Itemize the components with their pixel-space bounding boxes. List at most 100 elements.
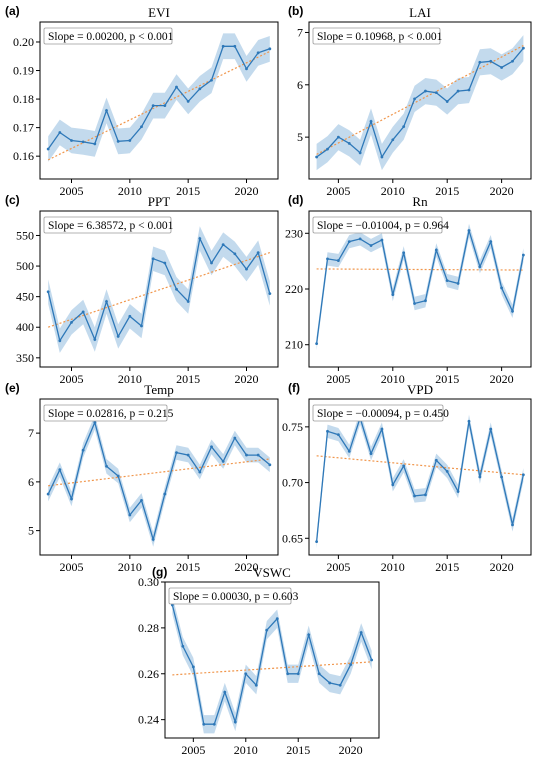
x-tick-label: 2015 (435, 372, 459, 386)
data-point (93, 421, 97, 424)
plot-frame (164, 581, 380, 739)
data-point (307, 633, 311, 637)
x-tick-label: 2015 (286, 743, 310, 757)
x-tick-label: 2020 (235, 372, 259, 386)
y-tick-label: 7 (297, 25, 303, 39)
data-point (151, 538, 155, 541)
confidence-band (316, 223, 524, 351)
confidence-band (316, 35, 524, 171)
trend-line (316, 45, 524, 155)
slope-annotation-box (312, 216, 443, 234)
data-point (434, 248, 438, 252)
y-tick-label: 5 (28, 524, 34, 538)
data-point (233, 252, 237, 256)
data-point (245, 67, 248, 71)
data-point (349, 663, 353, 666)
data-point (268, 292, 272, 295)
data-point (268, 47, 272, 51)
data-point (181, 644, 185, 648)
data-point (46, 492, 50, 496)
trend-line (316, 268, 524, 271)
data-point (58, 131, 62, 134)
plot-frame (308, 398, 532, 556)
data-point (315, 540, 319, 544)
slope-annotation: Slope = 0.02816, p = 0.215 (48, 408, 174, 420)
data-point (358, 237, 362, 241)
data-point (326, 257, 329, 261)
data-point (81, 140, 85, 144)
confidence-band (316, 411, 524, 549)
y-tick-label: 230 (285, 226, 303, 240)
y-tick-label: 220 (285, 282, 303, 296)
slope-annotation-box (168, 587, 292, 605)
x-tick-label: 2010 (118, 184, 142, 198)
panel-letter: (a) (5, 4, 20, 18)
data-point (359, 631, 363, 634)
panel-f: VPD (f) 2005 2010 2015 2020 0.65 0.70 0.75 Slope … (282, 381, 532, 574)
data-point (467, 419, 471, 423)
panel-title: Rn (412, 194, 428, 209)
slope-annotation: Slope = 0.00200, p < 0.001 (48, 31, 174, 43)
x-tick-label: 2005 (60, 184, 84, 198)
y-tick-label: 400 (16, 320, 34, 334)
panel-title: VPD (407, 382, 433, 397)
x-tick-label: 2020 (235, 184, 259, 198)
data-point (81, 448, 85, 452)
confidence-band (48, 415, 270, 547)
x-tick-label: 2005 (326, 372, 350, 386)
panel-e: Temp (e) 2005 2010 2015 2020 5 6 7 Slope = 0.0281… (5, 381, 279, 574)
data-point (391, 293, 395, 296)
data-point (500, 286, 504, 290)
y-tick-label: 210 (285, 338, 303, 352)
plot-frame (308, 21, 532, 180)
data-point (221, 460, 225, 463)
data-point (456, 282, 460, 285)
panel-title: Temp (144, 382, 173, 397)
data-point (70, 320, 73, 324)
data-point (198, 470, 202, 474)
data-point (391, 483, 395, 487)
slope-annotation-box (312, 404, 444, 422)
y-tick-label: 0.24 (138, 713, 159, 727)
x-tick-label: 2020 (235, 560, 259, 574)
data-point (478, 265, 482, 269)
data-point (317, 672, 321, 676)
data-point (424, 493, 427, 497)
series-line (47, 45, 271, 150)
slope-annotation-box (43, 216, 172, 234)
data-point (245, 453, 248, 457)
data-point (413, 97, 416, 101)
data-point (186, 99, 190, 103)
data-point (413, 494, 416, 498)
data-point (336, 433, 340, 437)
data-point (105, 464, 108, 468)
x-tick-label: 2005 (326, 184, 350, 198)
data-point (445, 279, 449, 283)
y-tick-label: 500 (16, 259, 34, 273)
data-point (328, 681, 332, 685)
trend-line (172, 661, 372, 676)
panel-letter: (g) (152, 565, 167, 579)
data-point (191, 665, 195, 669)
data-point (175, 451, 178, 455)
data-point (369, 244, 373, 247)
data-point (336, 135, 340, 139)
data-point (315, 342, 319, 345)
plot-frame (308, 210, 532, 368)
panel-title: EVI (148, 5, 170, 20)
data-point (445, 100, 449, 103)
data-point (163, 261, 167, 265)
data-point (391, 138, 395, 142)
y-tick-label: 0.26 (138, 667, 159, 681)
slope-annotation: Slope = 6.38572, p < 0.001 (48, 220, 174, 232)
confidence-band (48, 33, 270, 162)
data-point (175, 287, 178, 291)
data-point (511, 59, 514, 63)
data-point (116, 139, 120, 143)
x-tick-label: 2020 (490, 184, 514, 198)
data-point (210, 78, 213, 82)
data-point (128, 314, 132, 318)
data-point (500, 475, 504, 479)
data-point (511, 309, 514, 313)
data-point (81, 310, 85, 314)
